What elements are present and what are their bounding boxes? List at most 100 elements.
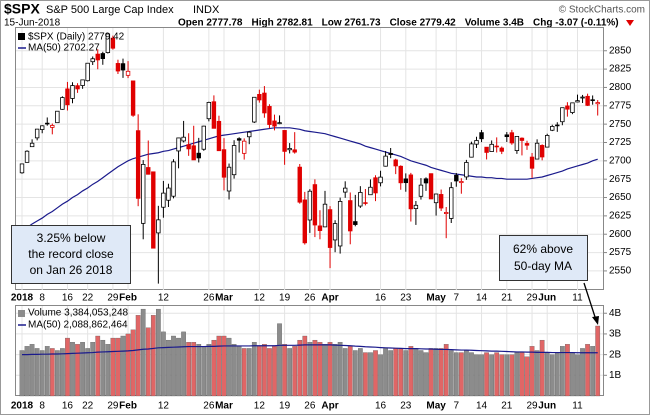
- candle-body: [80, 79, 85, 86]
- candle-body: [236, 138, 242, 141]
- x-tick-label: 23: [400, 293, 412, 304]
- x-tick-label: 8: [39, 293, 45, 304]
- plot: 2018201888161622222929FebFeb12122626MarM…: [11, 28, 632, 412]
- candle-body: [247, 131, 252, 138]
- volume-bar: [519, 352, 525, 397]
- candle-body: [125, 70, 131, 76]
- candle-body: [272, 120, 277, 127]
- volume-bar: [327, 342, 333, 397]
- y-tick-label: 2850: [609, 45, 632, 56]
- legend-ma: MA(50) 2702.27: [28, 43, 100, 54]
- x-tick-label: 16: [62, 401, 74, 412]
- x-tick-label: 21: [501, 293, 513, 304]
- candle-body: [140, 164, 146, 224]
- y-tick-label: 3B: [609, 329, 622, 340]
- volume-bar: [438, 348, 444, 397]
- quote-item: Open 2777.78: [178, 18, 243, 29]
- candle-body: [226, 166, 232, 192]
- quote: Open 2777.78 High 2782.81 Low 2761.73 Close…: [178, 18, 619, 29]
- x-tick-label: 26: [304, 401, 316, 412]
- candle-body: [489, 143, 494, 152]
- candle-body: [201, 125, 206, 150]
- symbol: $SPX: [4, 1, 40, 17]
- volume-bar: [120, 335, 126, 397]
- copyright: © StockCharts.com: [559, 5, 645, 16]
- volume-bar: [585, 344, 590, 397]
- volume-bar: [544, 352, 550, 397]
- y-tick-label: 2750: [609, 119, 632, 130]
- y-tick-label: 2775: [609, 100, 632, 111]
- volume-bar: [115, 337, 121, 397]
- candle-body: [297, 166, 302, 203]
- x-tick-label: 21: [501, 401, 513, 412]
- annotation-text: the record close: [28, 247, 114, 261]
- candle-body: [534, 142, 540, 160]
- candle-body: [317, 225, 323, 231]
- candle-body: [494, 145, 499, 148]
- volume-bar: [408, 346, 414, 397]
- ma-line: [21, 127, 598, 232]
- x-tick-label: 22: [82, 401, 94, 412]
- volume-bar: [105, 344, 111, 397]
- volume-bar: [161, 331, 166, 397]
- candle-body: [499, 147, 504, 152]
- volume-bar: [560, 346, 565, 397]
- candle-body: [262, 92, 267, 114]
- candle-body: [176, 137, 181, 152]
- x-tick-label: 26: [304, 293, 316, 304]
- volume-bar: [474, 354, 479, 397]
- x-tick-label: 16: [375, 293, 387, 304]
- volume-bar: [292, 346, 298, 397]
- candle-body: [590, 99, 595, 101]
- y-tick-label: 2650: [609, 192, 632, 203]
- volume-bar: [342, 348, 348, 397]
- candle-body: [438, 194, 444, 209]
- volume-bar: [378, 354, 383, 397]
- y-tick-label: 2800: [609, 82, 632, 93]
- candle-body: [398, 165, 403, 184]
- candle-body: [322, 203, 328, 228]
- candle-body: [418, 184, 424, 197]
- volume-bar: [347, 346, 353, 397]
- candle-body: [529, 156, 535, 169]
- volume-bar: [363, 352, 368, 397]
- volume-bar: [458, 352, 464, 397]
- volume-bar: [90, 342, 96, 397]
- volume-bar: [186, 342, 191, 397]
- volume-bar: [39, 350, 45, 397]
- x-tick-label: 19: [279, 401, 291, 412]
- candle-body: [55, 110, 60, 124]
- candle-body: [378, 176, 383, 184]
- candle-body: [342, 187, 348, 193]
- candle-body: [171, 161, 176, 197]
- x-tick-label: 16: [375, 401, 387, 412]
- volume-bar: [95, 335, 101, 397]
- x-tick-label: 26: [203, 401, 215, 412]
- volume-bar: [398, 348, 404, 397]
- volume-bar: [524, 356, 530, 397]
- candle-body: [166, 187, 171, 201]
- x-tick-label: 2018: [11, 401, 34, 412]
- volume-bar: [55, 350, 60, 397]
- candle-body: [282, 130, 287, 152]
- x-tick-label: Mar: [215, 293, 233, 304]
- volume-bar: [150, 315, 156, 397]
- y-tick-label: 2625: [609, 211, 632, 222]
- x-tick-label: 22: [82, 293, 94, 304]
- candle-body: [100, 53, 105, 60]
- volume-bar: [393, 348, 399, 397]
- candle-body: [181, 136, 186, 142]
- candle-body: [50, 125, 55, 128]
- volume-bar: [140, 308, 146, 397]
- y-tick-label: 2550: [609, 266, 632, 277]
- x-tick-label: 14: [476, 293, 488, 304]
- volume-bar: [479, 354, 484, 397]
- volume-bar: [221, 335, 227, 397]
- candle-body: [433, 193, 439, 204]
- x-tick-label: Jun: [538, 293, 556, 304]
- ma-line: [22, 344, 598, 356]
- volume-bar: [29, 344, 35, 397]
- volume-bar: [216, 335, 222, 397]
- volume-bar: [176, 337, 181, 397]
